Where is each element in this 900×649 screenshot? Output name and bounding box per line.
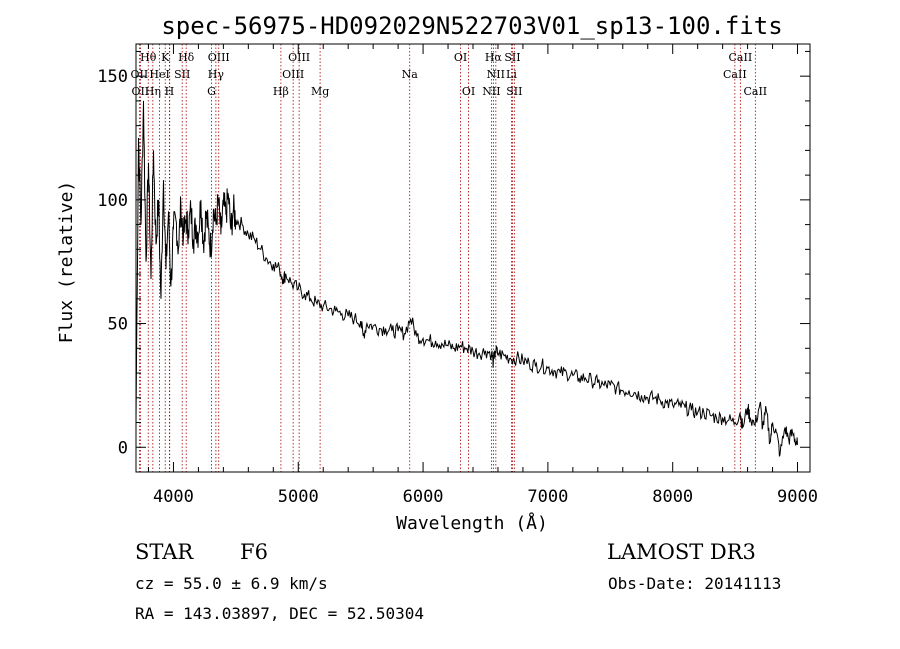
- line-label-OI: OI: [454, 51, 467, 64]
- y-axis-label: Flux (relative): [56, 181, 77, 344]
- line-label-CaII: CaII: [723, 68, 747, 81]
- x-tick-label: 9000: [777, 487, 818, 507]
- coordinates: RA = 143.03897, DEC = 52.50304: [135, 604, 424, 623]
- line-label-SII: SII: [174, 68, 190, 81]
- line-label-NII: NII: [487, 68, 505, 81]
- line-label-K: K: [161, 51, 170, 64]
- line-label-Hγ: Hγ: [208, 68, 225, 81]
- y-axis-ticks: 0 50 100 150: [97, 50, 810, 473]
- line-label-OIII: OIII: [288, 51, 310, 64]
- line-label-G: G: [207, 85, 216, 98]
- line-label-CaII: CaII: [729, 51, 753, 64]
- x-axis-ticks: 4000 5000 6000 7000 8000 9000: [147, 44, 818, 507]
- line-label-Hδ: Hδ: [178, 51, 195, 64]
- x-axis-label: Wavelength (Å): [396, 512, 548, 534]
- y-tick-label: 150: [97, 67, 128, 87]
- line-label-SII: SII: [506, 85, 522, 98]
- line-label-Hη: Hη: [145, 85, 161, 98]
- chart-title: spec-56975-HD092029N522703V01_sp13-100.f…: [161, 12, 782, 40]
- line-label-OI: OI: [462, 85, 475, 98]
- line-label-HeI: HeI: [149, 68, 169, 81]
- line-label-H: H: [165, 85, 175, 98]
- y-tick-label: 100: [97, 191, 128, 211]
- line-label-Na: Na: [402, 68, 419, 81]
- x-tick-label: 5000: [278, 487, 319, 507]
- object-class: STAR: [135, 540, 194, 564]
- line-label-Hβ: Hβ: [273, 85, 289, 98]
- obs-date: Obs-Date: 20141113: [608, 574, 782, 593]
- line-label-OII: OII: [131, 68, 149, 81]
- plot-frame: [135, 43, 811, 473]
- spectral-line-markers: [138, 44, 756, 472]
- redshift-value: cz = 55.0 ± 6.9 km/s: [135, 574, 328, 593]
- x-tick-label: 4000: [153, 487, 194, 507]
- survey-name: LAMOST DR3: [607, 540, 756, 564]
- x-tick-label: 6000: [403, 487, 444, 507]
- spectrum-line: [135, 100, 798, 457]
- line-label-Li: Li: [506, 68, 517, 81]
- x-tick-label: 7000: [527, 487, 568, 507]
- x-tick-label: 8000: [652, 487, 693, 507]
- y-tick-label: 0: [118, 438, 128, 458]
- line-label-SII: SII: [504, 51, 520, 64]
- line-label-Mg: Mg: [311, 85, 329, 98]
- object-subclass: F6: [240, 540, 268, 564]
- line-label-Hα: Hα: [485, 51, 503, 64]
- line-label-NII: NII: [482, 85, 500, 98]
- line-label-OIII: OIII: [208, 51, 230, 64]
- line-label-OIII: OIII: [282, 68, 304, 81]
- y-tick-label: 50: [108, 315, 128, 335]
- line-label-CaII: CaII: [743, 85, 767, 98]
- line-label-Hθ: Hθ: [140, 51, 157, 64]
